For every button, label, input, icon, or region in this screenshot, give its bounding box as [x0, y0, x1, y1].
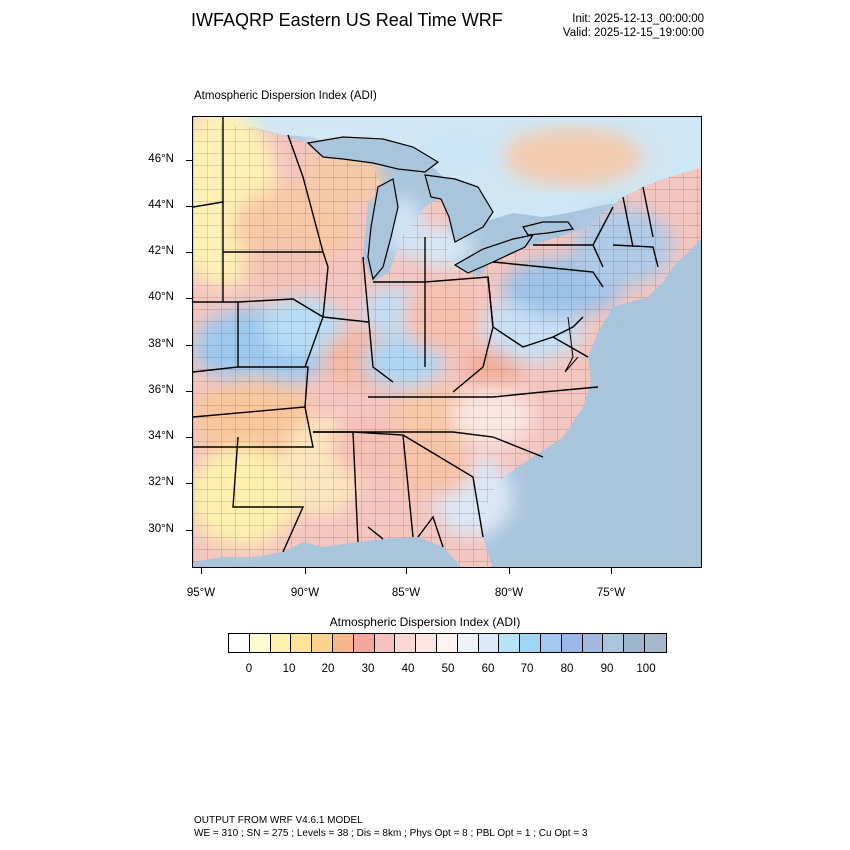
colorbar-label: 70	[520, 663, 534, 675]
plot-subtitle: Atmospheric Dispersion Index (ADI)	[194, 90, 377, 102]
colorbar-swatch	[478, 634, 500, 652]
colorbar-swatch	[457, 634, 479, 652]
colorbar-swatch	[499, 634, 521, 652]
lat-label: 40°N	[148, 291, 174, 303]
colorbar-swatch	[374, 634, 396, 652]
colorbar-swatch	[291, 634, 313, 652]
colorbar-swatch	[540, 634, 562, 652]
lat-tick-36	[186, 391, 192, 392]
lake-superior	[306, 136, 440, 173]
colorbar-swatch	[603, 634, 625, 652]
lake-michigan	[367, 178, 399, 281]
colorbar-swatch	[624, 634, 645, 652]
chesapeake-bay	[564, 316, 579, 373]
init-time: Init: 2025-12-13_00:00:00	[572, 13, 704, 25]
county-boundaries	[193, 117, 701, 567]
lat-label: 46°N	[148, 153, 174, 165]
colorbar-swatch	[520, 634, 541, 652]
lat-tick-46	[186, 160, 192, 161]
colorbar-swatch	[644, 634, 666, 652]
colorbar-label: 100	[636, 663, 656, 675]
lat-label: 34°N	[148, 430, 174, 442]
colorbar-swatch	[561, 634, 583, 652]
colorbar-label: 80	[560, 663, 574, 675]
lon-tick-80	[509, 568, 510, 574]
lat-label: 32°N	[148, 476, 174, 488]
colorbar-label: 10	[282, 663, 296, 675]
colorbar-swatch	[229, 634, 250, 652]
colorbar-label: 0	[245, 663, 253, 675]
lat-label: 30°N	[148, 523, 174, 535]
valid-time: Valid: 2025-12-15_19:00:00	[562, 27, 704, 39]
state-boundaries	[193, 117, 659, 553]
lat-tick-44	[186, 206, 192, 207]
colorbar-swatch	[582, 634, 604, 652]
colorbar-swatch	[416, 634, 437, 652]
colorbar-swatch	[312, 634, 333, 652]
lake-ontario	[522, 221, 575, 236]
lat-tick-38	[186, 345, 192, 346]
lat-label: 38°N	[148, 338, 174, 350]
colorbar	[228, 633, 667, 653]
lon-tick-90	[305, 568, 306, 574]
model-config: WE = 310 ; SN = 275 ; Levels = 38 ; Dis …	[194, 828, 588, 839]
colorbar-label: 30	[361, 663, 375, 675]
colorbar-label: 60	[481, 663, 495, 675]
great-lakes	[306, 136, 575, 281]
colorbar-swatch	[395, 634, 417, 652]
lat-tick-34	[186, 437, 192, 438]
lat-tick-32	[186, 483, 192, 484]
lat-tick-40	[186, 298, 192, 299]
model-info: OUTPUT FROM WRF V4.6.1 MODEL	[194, 815, 363, 826]
colorbar-swatch	[332, 634, 354, 652]
page-title: IWFAQRP Eastern US Real Time WRF	[191, 10, 503, 30]
colorbar-swatch	[270, 634, 292, 652]
lat-tick-42	[186, 252, 192, 253]
map-canvas	[193, 117, 701, 567]
lake-erie	[453, 234, 535, 274]
colorbar-swatch	[436, 634, 458, 652]
lat-tick-30	[186, 530, 192, 531]
lon-tick-75	[611, 568, 612, 574]
colorbar-swatch	[353, 634, 375, 652]
lon-label: 95°W	[186, 587, 216, 599]
colorbar-label: 50	[441, 663, 455, 675]
lake-huron	[424, 174, 494, 243]
colorbar-label: 40	[401, 663, 415, 675]
colorbar-label: 20	[321, 663, 335, 675]
lon-label: 75°W	[596, 587, 626, 599]
lon-tick-85	[406, 568, 407, 574]
lat-label: 44°N	[148, 199, 174, 211]
lon-label: 80°W	[494, 587, 524, 599]
lon-tick-95	[201, 568, 202, 574]
lat-label: 42°N	[148, 245, 174, 257]
lon-label: 90°W	[290, 587, 320, 599]
colorbar-swatch	[249, 634, 271, 652]
adi-map	[192, 116, 702, 568]
lon-label: 85°W	[391, 587, 421, 599]
colorbar-label: 90	[600, 663, 614, 675]
colorbar-title: Atmospheric Dispersion Index (ADI)	[329, 615, 521, 629]
lat-label: 36°N	[148, 384, 174, 396]
